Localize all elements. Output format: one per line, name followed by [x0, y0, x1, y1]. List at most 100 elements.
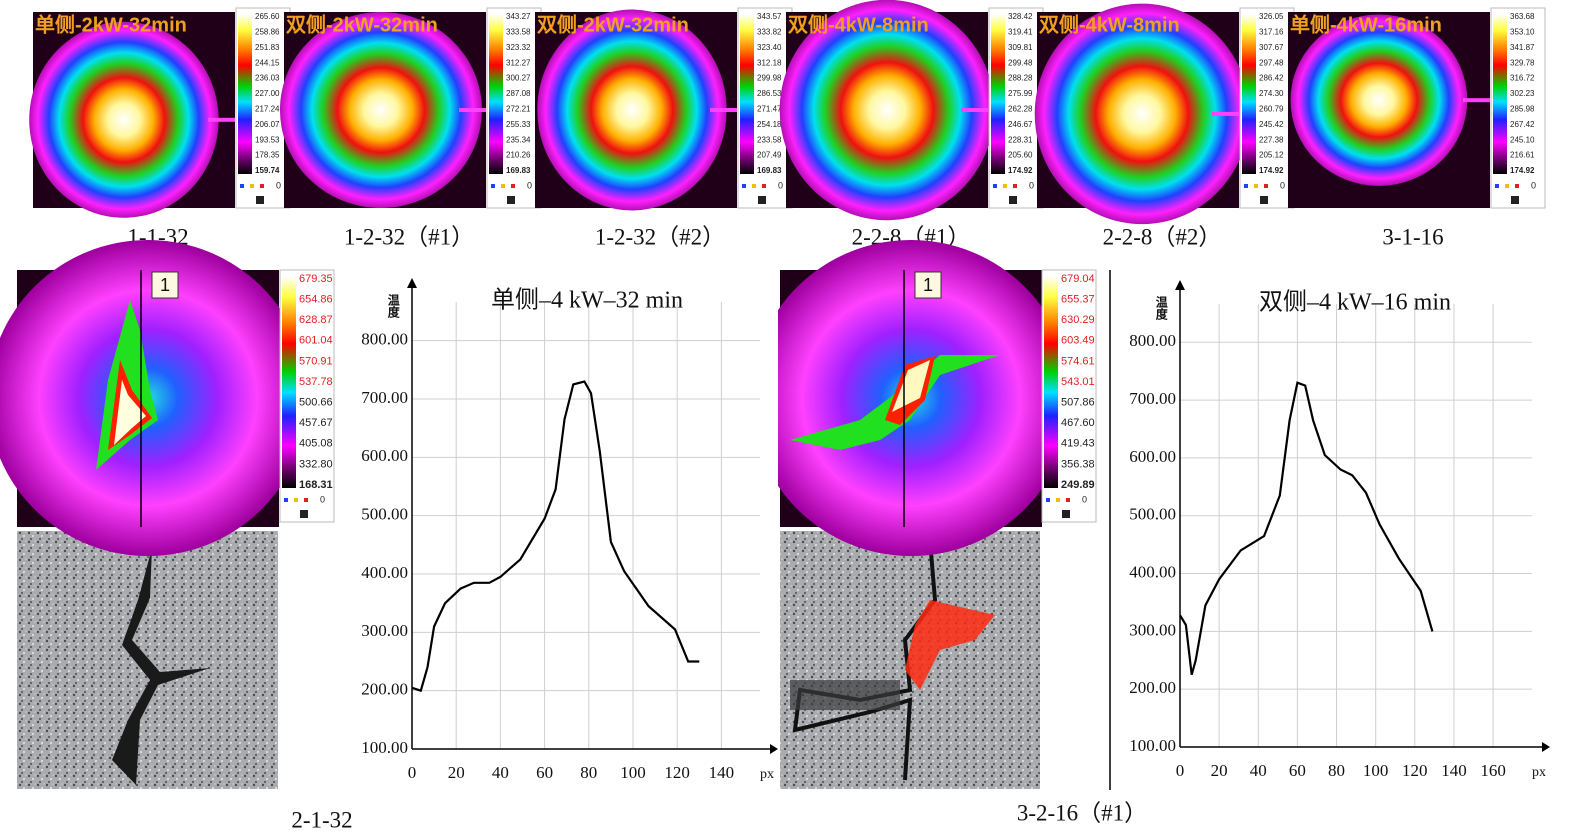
- colorbar-label: 467.60: [1061, 417, 1095, 429]
- axis-arrow: [770, 744, 778, 754]
- colorbar-label: 312.18: [757, 58, 782, 67]
- thermal-tail: [1463, 98, 1490, 103]
- chart-title: 单侧–4 kW–32 min: [491, 287, 683, 314]
- colorbar: [489, 14, 503, 174]
- marker-dot: [1505, 184, 1509, 188]
- colorbar-label: 341.87: [1510, 43, 1535, 52]
- x-unit: px: [1532, 765, 1546, 780]
- probe-box: [151, 271, 179, 299]
- thermal-tail: [459, 108, 486, 112]
- colorbar-label: 236.03: [255, 74, 280, 83]
- marker-dot: [762, 184, 766, 188]
- colorbar-label: 343.57: [757, 12, 782, 21]
- caption: 3-1-16: [1382, 224, 1443, 249]
- colorbar-label: 205.60: [1008, 151, 1033, 160]
- marker-label: 0: [1280, 180, 1285, 190]
- x-tick-label: 140: [1441, 761, 1467, 780]
- y-tick-label: 800.00: [1129, 331, 1176, 350]
- marker-dot: [1515, 184, 1519, 188]
- axis-arrow: [407, 278, 417, 288]
- photo-left: [17, 531, 278, 789]
- colorbar-label: 601.04: [299, 335, 333, 347]
- x-tick-label: 160: [1480, 761, 1506, 780]
- marker-label: 0: [1531, 180, 1536, 190]
- x-tick-label: 120: [664, 763, 690, 782]
- marker-dot: [1495, 184, 1499, 188]
- panel-title: 单侧-2kW-32min: [35, 12, 187, 36]
- colorbar-label: 287.08: [506, 89, 531, 98]
- colorbar-label: 630.29: [1061, 314, 1095, 326]
- marker-dot: [294, 498, 298, 502]
- marker-dot: [501, 184, 505, 188]
- x-tick-label: 0: [1176, 761, 1185, 780]
- colorbar-label: 267.42: [1510, 120, 1535, 129]
- marker-dot: [1264, 184, 1268, 188]
- marker-label: 0: [276, 180, 281, 190]
- y-axis-label: 温度: [1154, 296, 1168, 321]
- colorbar-label: 272.21: [506, 105, 531, 114]
- colorbar-label: 297.48: [1259, 58, 1284, 67]
- marker-label: 0: [320, 494, 325, 504]
- y-tick-label: 500.00: [1129, 505, 1176, 524]
- colorbar-label: 316.72: [1510, 74, 1535, 83]
- colorbar-label: 255.33: [506, 120, 531, 129]
- colorbar-label: 159.74: [255, 166, 280, 175]
- y-tick-label: 700.00: [1129, 389, 1176, 408]
- icon: [1260, 196, 1268, 204]
- colorbar-label: 500.66: [299, 397, 333, 409]
- marker-dot: [752, 184, 756, 188]
- caption: 2-1-32: [291, 807, 352, 832]
- marker-dot: [511, 184, 515, 188]
- colorbar-label: 254.18: [757, 120, 782, 129]
- x-tick-label: 20: [1211, 761, 1228, 780]
- panel-title: 双侧-4kW-8min: [1039, 12, 1180, 36]
- colorbar-label: 260.79: [1259, 105, 1284, 114]
- colorbar-label: 655.37: [1061, 294, 1095, 306]
- thermal-image: [779, 0, 995, 221]
- colorbar-label: 326.05: [1259, 12, 1284, 21]
- marker-dot: [742, 184, 746, 188]
- colorbar-label: 174.92: [1259, 166, 1284, 175]
- colorbar-label: 246.67: [1008, 120, 1033, 129]
- colorbar-label: 405.08: [299, 438, 333, 450]
- panel-title: 单侧-4kW-16min: [1290, 12, 1442, 36]
- colorbar-label: 299.98: [757, 74, 782, 83]
- marker-dot: [993, 184, 997, 188]
- icon: [256, 196, 264, 204]
- caption: 2-2-8（#2）: [1103, 224, 1222, 249]
- colorbar-label: 286.42: [1259, 74, 1284, 83]
- colorbar-label: 628.87: [299, 314, 333, 326]
- x-tick-label: 20: [448, 763, 465, 782]
- colorbar-label: 312.27: [506, 58, 531, 67]
- marker-label: 0: [527, 180, 532, 190]
- colorbar-label: 210.26: [506, 151, 531, 160]
- axis-arrow: [1542, 742, 1550, 752]
- colorbar-label: 323.40: [757, 43, 782, 52]
- colorbar-label: 537.78: [299, 376, 333, 388]
- colorbar-label: 363.68: [1510, 12, 1535, 21]
- colorbar-label: 317.16: [1259, 28, 1284, 37]
- data-line: [1179, 381, 1434, 675]
- x-tick-label: 140: [709, 763, 735, 782]
- colorbar-label: 603.49: [1061, 335, 1095, 347]
- colorbar-label: 288.28: [1008, 74, 1033, 83]
- marker-dot: [240, 184, 244, 188]
- colorbar-label: 258.86: [255, 28, 280, 37]
- colorbar: [1493, 14, 1507, 174]
- thermal-tail: [1212, 111, 1239, 116]
- panel-title: 双侧-4kW-8min: [788, 12, 929, 36]
- colorbar-label: 228.31: [1008, 135, 1033, 144]
- y-tick-label: 100.00: [361, 738, 408, 757]
- y-tick-label: 200.00: [1129, 678, 1176, 697]
- y-tick-label: 100.00: [1129, 736, 1176, 755]
- marker-dot: [1003, 184, 1007, 188]
- marker-dot: [491, 184, 495, 188]
- photo-right: [780, 531, 1040, 789]
- y-tick-label: 200.00: [361, 680, 408, 699]
- thermal-image: [1290, 14, 1468, 186]
- colorbar-label: 168.31: [299, 479, 333, 491]
- colorbar-label: 419.43: [1061, 438, 1095, 450]
- colorbar-label: 323.32: [506, 43, 531, 52]
- colorbar-label: 307.67: [1259, 43, 1284, 52]
